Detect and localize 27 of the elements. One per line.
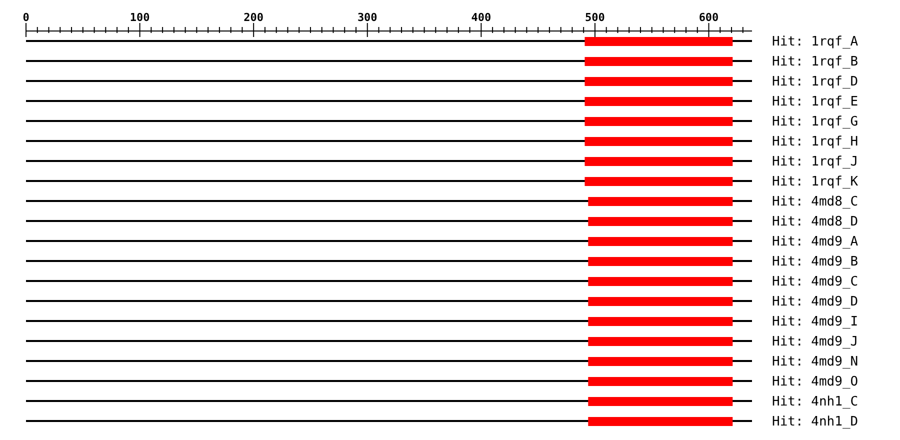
y-tick-label: Hit: 4md9_C [772,274,858,290]
y-tick-label: Hit: 1rqf_A [772,34,858,50]
y-tick-label: Hit: 4md9_O [772,374,858,390]
x-tick-label: 0 [22,11,30,24]
y-tick-label: Hit: 4md8_D [772,214,858,230]
y-tick-label: Hit: 4md9_N [772,354,858,370]
y-tick-label: Hit: 4md9_D [772,294,858,310]
x-tick-label: 500 [585,11,605,24]
y-tick-label: Hit: 4md9_I [772,314,858,330]
y-tick-label: Hit: 1rqf_E [772,94,858,110]
y-tick-label: Hit: 4nh1_C [772,394,858,410]
y-tick-label: Hit: 1rqf_B [772,54,858,70]
y-tick-label: Hit: 4md9_B [772,254,858,270]
y-tick-label: Hit: 1rqf_K [772,174,858,190]
y-tick-label: Hit: 4md9_A [772,234,858,250]
y-tick-label: Hit: 4md9_J [772,334,858,350]
y-tick-label: Hit: 1rqf_H [772,134,858,150]
x-tick-label: 400 [471,11,492,24]
y-tick-label: Hit: 1rqf_G [772,114,858,130]
y-tick-label: Hit: 4md8_C [772,194,858,210]
x-tick-label: 100 [130,11,150,24]
x-tick-label: 600 [698,11,719,24]
y-tick-label: Hit: 1rqf_D [772,74,858,90]
y-tick-label: Hit: 1rqf_J [772,154,858,170]
y-tick-label: Hit: 4nh1_D [772,414,858,430]
x-tick-label: 300 [357,11,378,24]
x-tick-label: 200 [244,11,264,24]
